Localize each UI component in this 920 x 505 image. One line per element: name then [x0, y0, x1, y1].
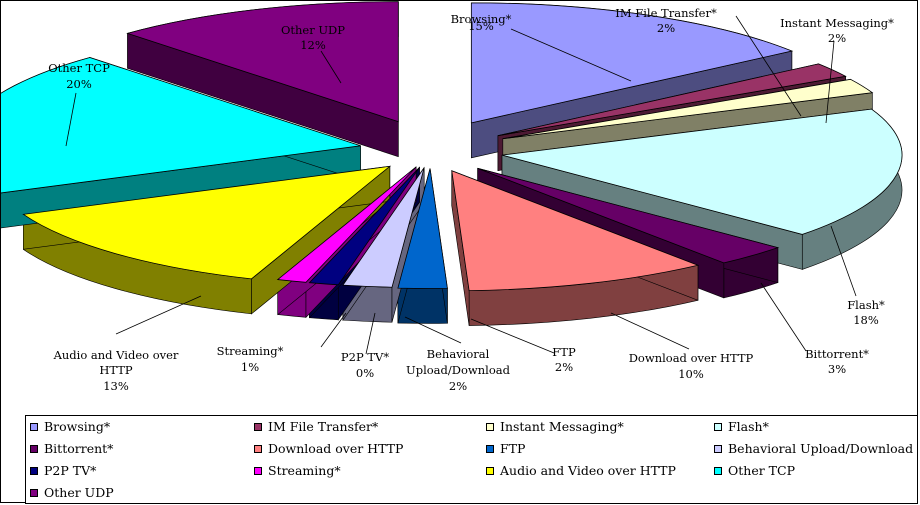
slice-instant-messaging	[502, 78, 874, 140]
legend-swatch	[254, 423, 262, 431]
legend: Browsing* IM File Transfer* Instant Messag…	[25, 415, 918, 504]
slice-streaming	[276, 166, 417, 283]
legend-swatch	[254, 467, 262, 475]
slice-label-name: Audio and Video over	[53, 348, 179, 362]
slice-label-name: IM File Transfer*	[615, 6, 717, 20]
leader-line	[610, 312, 690, 350]
legend-label: Streaming*	[268, 463, 341, 478]
legend-swatch	[30, 467, 38, 475]
slice-audio-and-video-over-http	[22, 165, 392, 280]
legend-label: P2P TV*	[44, 463, 97, 478]
slice-bittorrent	[477, 167, 780, 264]
slice-label-percent: 2%	[555, 360, 573, 374]
slice-other-tcp	[1, 57, 361, 194]
leader-line	[115, 295, 202, 335]
legend-swatch	[714, 467, 722, 475]
slice-label-name: Bittorrent*	[805, 347, 869, 361]
legend-label: Audio and Video over HTTP	[500, 463, 676, 478]
legend-swatch	[30, 423, 38, 431]
slice-label-name: HTTP	[99, 363, 133, 377]
slice-label-name: Streaming*	[217, 344, 284, 358]
legend-swatch	[30, 489, 38, 497]
slice-label-percent: 20%	[66, 77, 92, 91]
slice-label-name: Upload/Download	[406, 363, 511, 377]
slice-label-name: Behavioral	[427, 347, 490, 361]
slice-label-percent: 1%	[241, 360, 259, 374]
slice-label-name: P2P TV*	[341, 350, 389, 364]
slice-p2p-tv	[308, 167, 420, 286]
exploded-3d-pie-chart: Browsing*15%IM File Transfer*2% Instant M…	[1, 1, 903, 393]
slice-label-percent: 10%	[678, 367, 704, 381]
slice-label-name: Other UDP	[281, 23, 345, 37]
legend-label: IM File Transfer*	[268, 419, 379, 434]
slice-browsing	[470, 2, 794, 124]
legend-swatch	[714, 445, 722, 453]
leader-line	[825, 40, 835, 124]
legend-swatch	[486, 445, 494, 453]
legend-label: Download over HTTP	[268, 441, 404, 456]
slice-label-name: FTP	[552, 345, 576, 359]
legend-label: Flash*	[728, 419, 769, 434]
slice-im-file-transfer	[497, 63, 847, 137]
leader-line	[404, 316, 462, 344]
slice-behavioral-upload-download	[342, 167, 425, 288]
slice-label-percent: 15%	[468, 19, 494, 33]
leader-line	[320, 312, 347, 348]
slice-label-percent: 18%	[853, 313, 879, 327]
leader-line	[320, 50, 342, 84]
slice-label-name: Flash*	[847, 298, 885, 312]
legend-label: FTP	[500, 441, 526, 456]
leader-line	[830, 225, 857, 297]
slice-other-udp	[126, 1, 399, 123]
legend-label: Instant Messaging*	[500, 419, 624, 434]
leader-line	[510, 28, 632, 82]
slice-label-percent: 2%	[449, 379, 467, 393]
slice-label-percent: 0%	[356, 366, 374, 380]
legend-label: Other UDP	[44, 485, 114, 500]
legend-swatch	[714, 423, 722, 431]
leader-line	[470, 318, 555, 354]
leader-line	[65, 92, 77, 147]
slice-label-percent: 13%	[103, 379, 129, 393]
slice-label-percent: 2%	[828, 31, 846, 45]
legend-label: Other TCP	[728, 463, 795, 478]
legend-label: Bittorrent*	[44, 441, 114, 456]
legend-swatch	[486, 467, 494, 475]
leader-line	[735, 15, 802, 117]
legend-label: Behavioral Upload/Download	[728, 441, 914, 456]
legend-swatch	[486, 423, 494, 431]
slice-label-percent: 3%	[828, 362, 846, 376]
slice-download-over-http	[451, 170, 700, 291]
slice-ftp	[397, 168, 448, 289]
slice-label-percent: 12%	[300, 38, 326, 52]
leader-line	[760, 282, 807, 352]
slice-label-name: Instant Messaging*	[780, 16, 894, 30]
legend-swatch	[30, 445, 38, 453]
slice-label-name: Download over HTTP	[629, 351, 754, 365]
legend-label: Browsing*	[44, 419, 111, 434]
legend-swatch	[254, 445, 262, 453]
slice-label-name: Browsing*	[451, 12, 512, 26]
slice-flash	[501, 108, 903, 235]
slice-label-name: Other TCP	[48, 61, 110, 75]
slice-label-percent: 2%	[657, 21, 675, 35]
leader-line	[365, 312, 376, 355]
